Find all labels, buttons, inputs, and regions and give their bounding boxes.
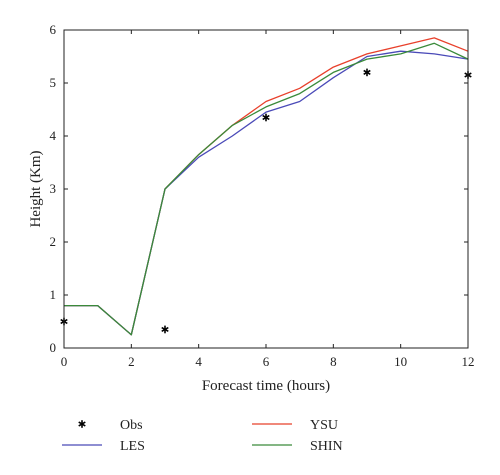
x-tick-label: 12 (462, 354, 475, 369)
series-line-shin (64, 42, 469, 336)
y-tick-label: 4 (50, 128, 57, 143)
series-line-ysu (64, 37, 469, 336)
x-tick-label: 8 (330, 354, 337, 369)
legend-label-shin: SHIN (310, 439, 343, 454)
y-tick-label: 5 (50, 75, 57, 90)
x-axis-label: Forecast time (hours) (202, 378, 330, 394)
x-tick-label: 0 (61, 354, 68, 369)
y-axis-label: Height (Km) (28, 150, 44, 227)
y-tick-label: 1 (50, 287, 57, 302)
x-tick-label: 10 (394, 354, 407, 369)
plot-area (60, 29, 472, 349)
legend: Obs YSU LES SHIN (62, 418, 343, 454)
plot-frame (63, 29, 469, 349)
obs-point (161, 325, 169, 334)
legend-label-les: LES (120, 439, 145, 454)
x-tick-label: 6 (263, 354, 270, 369)
legend-marker-obs (78, 420, 86, 428)
x-tick-label: 2 (128, 354, 135, 369)
obs-point (262, 113, 270, 122)
y-tick-label: 3 (50, 181, 57, 196)
x-tick-label: 4 (195, 354, 202, 369)
y-tick-label: 6 (50, 22, 57, 37)
legend-label-ysu: YSU (310, 418, 338, 433)
y-tick-label: 0 (50, 340, 57, 355)
legend-label-obs: Obs (120, 418, 143, 433)
series-line-les (64, 50, 469, 336)
obs-point (363, 68, 371, 77)
y-tick-label: 2 (50, 234, 57, 249)
